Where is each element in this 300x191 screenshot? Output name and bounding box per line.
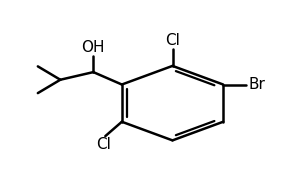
Text: Br: Br <box>249 77 266 92</box>
Text: Cl: Cl <box>165 33 180 48</box>
Text: OH: OH <box>82 40 105 55</box>
Text: Cl: Cl <box>96 137 111 152</box>
